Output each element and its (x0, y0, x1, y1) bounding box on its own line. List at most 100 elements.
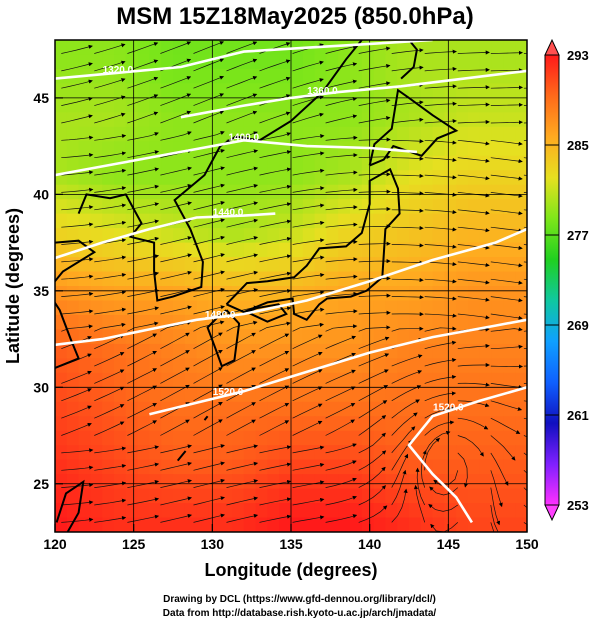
heatmap-cell (255, 68, 268, 85)
wind-streamline (226, 58, 258, 72)
heatmap-cell (66, 459, 80, 475)
wind-streamline (358, 432, 386, 454)
heatmap-cell (125, 459, 139, 475)
heatmap-cell (326, 300, 339, 316)
coastline (77, 145, 222, 302)
wind-streamline (358, 172, 391, 177)
coastline (400, 40, 418, 80)
wind-streamline (457, 382, 490, 387)
wind-streamline (325, 44, 358, 54)
heatmap-cell (314, 213, 327, 229)
heatmap-cell (314, 314, 327, 331)
wind-streamline (226, 332, 256, 350)
heatmap-cell (137, 170, 150, 186)
wind-streamline (424, 174, 457, 180)
wind-streamline (61, 405, 92, 419)
wind-streamline (424, 84, 457, 89)
wind-streamline (292, 445, 325, 454)
wind-streamline (61, 291, 94, 297)
heatmap-cell (114, 213, 127, 229)
heatmap-cell (397, 314, 410, 331)
coastline (206, 309, 241, 368)
heatmap-cell (468, 300, 481, 316)
heatmap-cell (503, 271, 516, 287)
heatmap-cell (432, 271, 445, 287)
heatmap-cell (432, 54, 445, 70)
wind-streamline (358, 369, 389, 384)
heatmap-cell (137, 112, 150, 128)
heatmap-cell (267, 112, 280, 128)
heatmap-cell (55, 97, 68, 113)
wind-streamline (490, 157, 523, 164)
wind-streamline (424, 101, 457, 106)
wind-streamline (193, 183, 225, 193)
heatmap-cell (149, 126, 162, 142)
wind-streamline (391, 488, 408, 523)
wind-streamline (259, 514, 292, 523)
heatmap-cell (220, 401, 233, 417)
heatmap-cell (373, 517, 386, 532)
heatmap-cell (432, 300, 445, 316)
heatmap-cell (90, 474, 103, 490)
wind-streamline (61, 135, 94, 141)
heatmap-cell (409, 228, 422, 244)
heatmap-cell (361, 286, 375, 302)
heatmap-cell (468, 488, 481, 504)
heatmap-cell (479, 517, 493, 532)
heatmap-cell (232, 358, 245, 374)
heatmap-cell (220, 314, 233, 331)
wind-streamline (127, 420, 158, 436)
heatmap-cell (220, 155, 233, 171)
heatmap-cell (220, 54, 233, 70)
heatmap-cell (468, 430, 481, 446)
heatmap-cell (456, 199, 469, 215)
heatmap-cell (432, 459, 445, 475)
wind-streamline (94, 334, 125, 350)
heatmap-cell (102, 242, 115, 258)
heatmap-cell (220, 126, 233, 142)
wind-streamline (325, 257, 358, 263)
heatmap-cell (173, 329, 186, 345)
wind-streamline (61, 153, 94, 159)
heatmap-cell (137, 257, 150, 273)
wind-streamline (358, 466, 386, 488)
heatmap-cell (291, 459, 304, 475)
height-contour (407, 386, 527, 524)
heatmap-cell (137, 358, 150, 374)
heatmap-cell (137, 184, 150, 200)
wind-streamline (490, 174, 523, 181)
heatmap-cell (255, 314, 268, 331)
heatmap-cell (102, 343, 115, 359)
heatmap-cell (338, 503, 351, 519)
heatmap-cell (338, 170, 351, 186)
heatmap-cell (208, 40, 221, 56)
heatmap-cell (503, 503, 516, 519)
heatmap-cell (491, 372, 504, 388)
heatmap-cell (409, 199, 422, 215)
heatmap-cell (243, 40, 257, 56)
heatmap-cell (149, 155, 162, 171)
heatmap-cell (66, 83, 80, 99)
heatmap-cell (196, 286, 209, 302)
heatmap-cell (102, 199, 115, 215)
heatmap-cell (137, 141, 150, 157)
wind-streamline (226, 496, 259, 506)
wind-streamline (424, 49, 457, 54)
heatmap-cell (149, 459, 162, 475)
wind-streamline (61, 62, 93, 72)
heatmap-cell (361, 68, 375, 85)
heatmap-cell (350, 126, 363, 142)
wind-streamline (325, 135, 358, 141)
wind-streamline (424, 226, 457, 232)
wind-streamline (259, 76, 291, 89)
heatmap-cell (255, 387, 268, 403)
heatmap-cell (479, 488, 493, 504)
wind-streamline (358, 46, 391, 54)
heatmap-cell (491, 54, 504, 70)
wind-streamline (358, 325, 391, 332)
credit-data: Data from http://database.rish.kyoto-u.a… (162, 608, 437, 619)
heatmap-cell (90, 329, 103, 345)
heatmap-cell (373, 68, 386, 85)
heatmap-cell (267, 213, 280, 229)
heatmap-cell (114, 459, 127, 475)
